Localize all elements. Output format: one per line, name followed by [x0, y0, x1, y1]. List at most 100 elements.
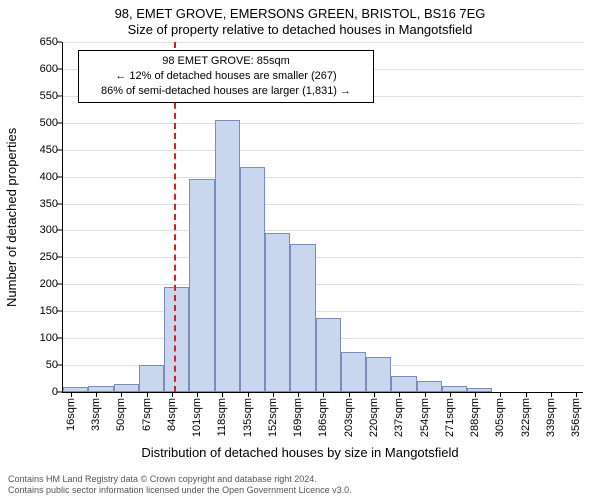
histogram-bar: [88, 386, 113, 392]
y-tick-mark: [57, 203, 62, 204]
histogram-bar: [442, 386, 467, 392]
y-tick-label: 300: [18, 224, 58, 236]
x-tick-mark: [248, 392, 249, 397]
x-tick-label: 67sqm: [141, 398, 153, 431]
gridline: [63, 230, 583, 231]
x-tick-mark: [121, 392, 122, 397]
y-tick-label: 550: [18, 90, 58, 102]
histogram-bar: [265, 233, 290, 392]
x-tick-mark: [147, 392, 148, 397]
x-tick-mark: [222, 392, 223, 397]
x-tick-mark: [450, 392, 451, 397]
x-tick-mark: [374, 392, 375, 397]
histogram-bar: [139, 365, 164, 392]
annotation-box: 98 EMET GROVE: 85sqm ← 12% of detached h…: [78, 50, 374, 103]
y-tick-label: 450: [18, 144, 58, 156]
x-tick-label: 50sqm: [115, 398, 127, 431]
histogram-bar: [63, 387, 88, 392]
x-tick-label: 220sqm: [368, 398, 380, 437]
annotation-line3: 86% of semi-detached houses are larger (…: [85, 84, 367, 99]
y-tick-label: 100: [18, 332, 58, 344]
chart-title-line2: Size of property relative to detached ho…: [0, 22, 600, 37]
x-tick-label: 33sqm: [90, 398, 102, 431]
histogram-bar: [189, 179, 214, 392]
x-tick-label: 101sqm: [191, 398, 203, 437]
y-tick-mark: [57, 284, 62, 285]
x-tick-mark: [273, 392, 274, 397]
gridline: [63, 177, 583, 178]
y-tick-mark: [57, 122, 62, 123]
gridline: [63, 284, 583, 285]
y-tick-mark: [57, 392, 62, 393]
x-tick-label: 305sqm: [494, 398, 506, 437]
x-tick-label: 322sqm: [520, 398, 532, 437]
histogram-bar: [417, 381, 442, 392]
histogram-bar: [341, 352, 366, 392]
gridline: [63, 150, 583, 151]
x-tick-label: 118sqm: [216, 398, 228, 436]
x-tick-mark: [323, 392, 324, 397]
x-tick-mark: [96, 392, 97, 397]
x-tick-mark: [576, 392, 577, 397]
histogram-bar: [215, 120, 240, 392]
y-tick-mark: [57, 257, 62, 258]
x-tick-mark: [197, 392, 198, 397]
gridline: [63, 123, 583, 124]
x-tick-mark: [475, 392, 476, 397]
y-tick-mark: [57, 68, 62, 69]
gridline: [63, 311, 583, 312]
histogram-bar: [114, 384, 139, 392]
histogram-bar: [316, 318, 341, 392]
x-tick-mark: [349, 392, 350, 397]
x-tick-mark: [425, 392, 426, 397]
y-tick-label: 150: [18, 305, 58, 317]
y-tick-mark: [57, 149, 62, 150]
x-tick-label: 288sqm: [469, 398, 481, 437]
footer-line1: Contains HM Land Registry data © Crown c…: [8, 474, 352, 485]
x-tick-label: 84sqm: [166, 398, 178, 431]
y-tick-label: 50: [18, 359, 58, 371]
y-tick-label: 350: [18, 198, 58, 210]
y-tick-label: 400: [18, 171, 58, 183]
x-tick-label: 356sqm: [570, 398, 582, 437]
histogram-bar: [164, 287, 189, 392]
y-tick-mark: [57, 230, 62, 231]
annotation-line2: ← 12% of detached houses are smaller (26…: [85, 69, 367, 84]
chart-container: 98, EMET GROVE, EMERSONS GREEN, BRISTOL,…: [0, 0, 600, 500]
y-tick-label: 200: [18, 278, 58, 290]
y-axis-label: Number of detached properties: [4, 127, 19, 306]
footer-line2: Contains public sector information licen…: [8, 485, 352, 496]
x-tick-label: 135sqm: [242, 398, 254, 437]
x-tick-label: 339sqm: [545, 398, 557, 437]
x-tick-mark: [71, 392, 72, 397]
x-tick-label: 203sqm: [343, 398, 355, 437]
y-tick-mark: [57, 311, 62, 312]
gridline: [63, 257, 583, 258]
y-tick-mark: [57, 338, 62, 339]
y-tick-label: 500: [18, 117, 58, 129]
histogram-bar: [467, 388, 492, 392]
x-tick-label: 16sqm: [65, 398, 77, 431]
y-tick-mark: [57, 95, 62, 96]
x-tick-mark: [551, 392, 552, 397]
y-tick-label: 250: [18, 251, 58, 263]
histogram-bar: [240, 167, 265, 392]
gridline: [63, 42, 583, 43]
y-tick-label: 0: [18, 386, 58, 398]
histogram-bar: [290, 244, 315, 392]
x-tick-mark: [298, 392, 299, 397]
x-axis-label: Distribution of detached houses by size …: [0, 445, 600, 460]
footer-attribution: Contains HM Land Registry data © Crown c…: [8, 474, 352, 497]
x-tick-label: 254sqm: [419, 398, 431, 437]
y-tick-mark: [57, 42, 62, 43]
gridline: [63, 204, 583, 205]
x-tick-label: 152sqm: [267, 398, 279, 437]
y-tick-label: 600: [18, 63, 58, 75]
x-tick-mark: [526, 392, 527, 397]
annotation-line1: 98 EMET GROVE: 85sqm: [85, 54, 367, 69]
x-tick-label: 169sqm: [292, 398, 304, 437]
histogram-bar: [366, 357, 391, 392]
x-tick-label: 271sqm: [444, 398, 456, 437]
x-tick-label: 186sqm: [317, 398, 329, 437]
x-tick-mark: [500, 392, 501, 397]
